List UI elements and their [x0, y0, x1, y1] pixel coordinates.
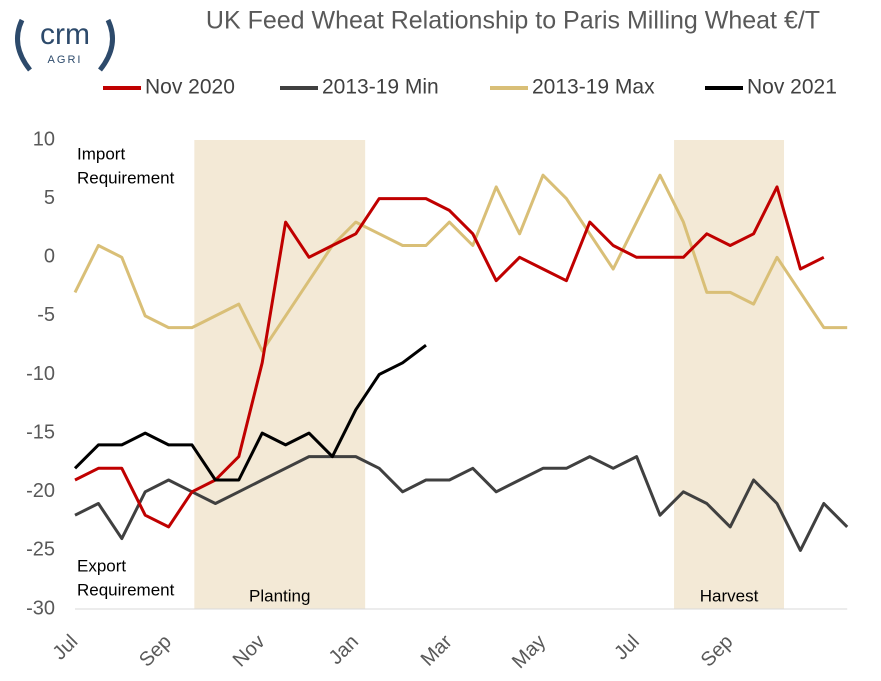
- annotation: Requirement: [77, 168, 175, 187]
- y-tick-label: -20: [26, 480, 55, 502]
- chart-title: UK Feed Wheat Relationship to Paris Mill…: [206, 7, 820, 35]
- logo-name: crm: [40, 18, 90, 51]
- annotation: Export: [77, 556, 126, 575]
- y-tick-label: -30: [26, 597, 55, 619]
- y-tick-label: 5: [44, 187, 55, 209]
- shaded-band: [194, 140, 366, 609]
- legend-label: Nov 2021: [747, 76, 837, 99]
- y-tick-label: -5: [37, 304, 55, 326]
- series-line: [74, 455, 849, 552]
- y-tick-label: -10: [26, 363, 55, 385]
- y-tick-label: -25: [26, 539, 55, 561]
- y-tick-label: 10: [33, 128, 55, 150]
- logo-laurel: [15, 18, 115, 72]
- y-tick-label: -15: [26, 421, 55, 443]
- legend-label: Nov 2020: [145, 76, 235, 99]
- band-label: Harvest: [700, 586, 759, 605]
- band-label: Planting: [249, 586, 310, 605]
- annotation: Import: [77, 144, 125, 163]
- y-tick-label: 0: [44, 246, 55, 268]
- series-line: [74, 185, 825, 529]
- series-line: [73, 173, 848, 353]
- shaded-band: [674, 140, 785, 609]
- legend-label: 2013-19 Min: [322, 76, 439, 99]
- legend-label: 2013-19 Max: [532, 76, 655, 99]
- series-line: [73, 344, 427, 482]
- logo-sub: AGRI: [48, 54, 83, 66]
- annotation: Requirement: [77, 580, 175, 599]
- logo: crm AGRI: [15, 18, 115, 72]
